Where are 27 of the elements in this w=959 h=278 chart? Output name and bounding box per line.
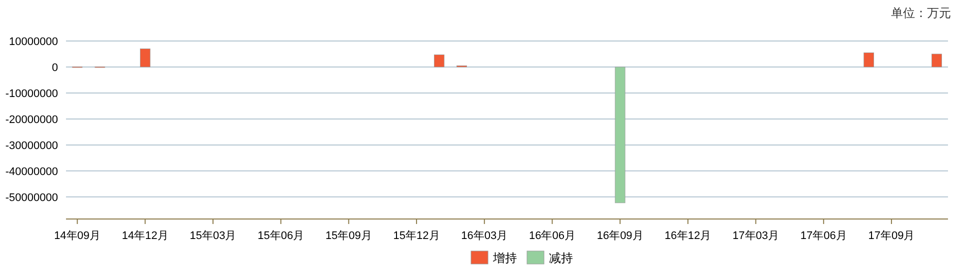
x-tick-label: 17年03月 (732, 230, 780, 242)
x-tick-label: 14年12月 (122, 230, 168, 242)
y-tick-label: -50000000 (5, 192, 58, 204)
x-tick-label: 14年09月 (54, 230, 101, 242)
x-tick-label: 15年03月 (190, 230, 236, 242)
x-tick-label: 17年06月 (800, 230, 847, 242)
bar (932, 54, 942, 68)
x-tick-label: 16年06月 (528, 230, 576, 242)
text: 单位：万元 (891, 6, 951, 20)
x-tick-label: 16年03月 (461, 230, 508, 242)
bar (434, 54, 444, 68)
x-tick-label: 15年09月 (325, 230, 372, 242)
y-tick-label: 10000000 (9, 36, 58, 48)
x-tick-label: 17年09月 (868, 230, 915, 242)
x-tick-label: 15年06月 (258, 230, 304, 242)
bar (864, 52, 874, 68)
y-tick-label: -10000000 (5, 88, 58, 100)
y-tick-label: -40000000 (5, 166, 58, 178)
x-tick-label: 16年12月 (664, 230, 712, 242)
y-tick-label: -30000000 (5, 140, 58, 152)
legend-label: 增持 (492, 251, 517, 265)
legend-label: 减持 (549, 251, 573, 265)
y-tick-label: 0 (52, 62, 58, 74)
bar (140, 48, 150, 68)
x-tick-label: 16年09月 (596, 230, 644, 242)
y-tick-label: -20000000 (5, 114, 58, 126)
x-tick-label: 15年12月 (393, 230, 440, 242)
